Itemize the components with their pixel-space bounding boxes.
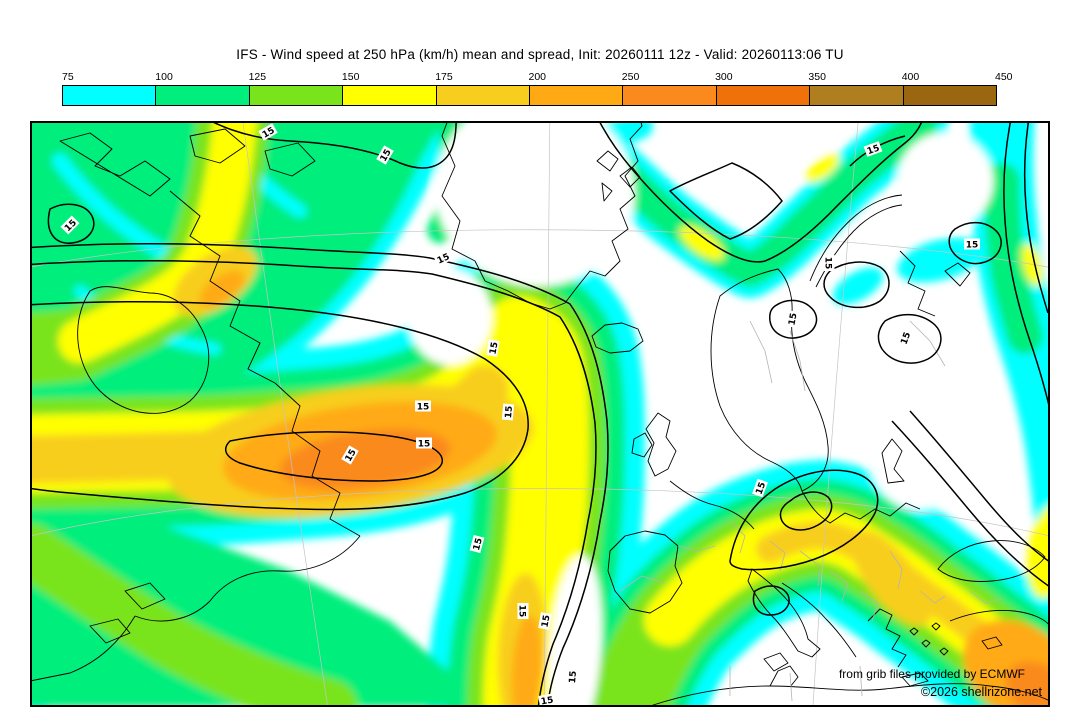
svg-text:15: 15 <box>504 405 515 418</box>
colorbar-tick-label: 150 <box>341 71 360 83</box>
spread-contour-label: 15 <box>785 310 799 328</box>
colorbar-tick-label: 175 <box>435 71 453 83</box>
spread-contours-layer <box>30 121 1050 707</box>
colorbar-scale <box>62 85 997 106</box>
weather-map: 15 15 15 15 15 15 15 15 15 15 15 15 15 15 15 15 15 15 15 15… <box>30 121 1050 707</box>
spread-contour-label: 15 <box>416 437 432 450</box>
colorbar: 75 100 125 150 175 200 250 300 350 400 450 <box>62 71 1013 106</box>
svg-text:15: 15 <box>472 537 485 552</box>
colorbar-segment <box>530 86 624 105</box>
colorbar-tick-label: 400 <box>901 71 920 83</box>
colorbar-segment <box>249 86 344 105</box>
colorbar-tick-label: 125 <box>248 71 267 83</box>
svg-text:15: 15 <box>517 605 527 618</box>
colorbar-segment <box>623 86 717 105</box>
colorbar-segment <box>156 86 250 105</box>
svg-text:15: 15 <box>417 403 430 413</box>
spread-contour-label: 15 <box>964 238 980 251</box>
spread-contour-label: 15 <box>823 255 835 271</box>
spread-contour-label: 15 <box>415 400 431 413</box>
spread-contour-label: 15 <box>538 612 552 630</box>
colorbar-segment <box>343 86 437 105</box>
colorbar-tick-label: 100 <box>155 71 173 83</box>
colorbar-tick-label: 200 <box>528 71 547 83</box>
spread-contour-label: 15 <box>486 339 500 357</box>
colorbar-segment <box>810 86 904 105</box>
svg-text:15: 15 <box>488 341 500 355</box>
svg-text:15: 15 <box>787 312 799 326</box>
colorbar-segment <box>63 86 157 105</box>
svg-text:15: 15 <box>540 695 554 707</box>
colorbar-segment <box>436 86 531 105</box>
page-title: IFS - Wind speed at 250 hPa (km/h) mean … <box>236 47 844 62</box>
svg-text:15: 15 <box>436 252 452 266</box>
graticule-layer <box>30 121 1050 707</box>
svg-text:15: 15 <box>540 614 552 628</box>
svg-text:15: 15 <box>823 257 833 270</box>
colorbar-segment <box>716 86 811 105</box>
colorbar-tick-label: 75 <box>62 71 74 83</box>
colorbar-tick-label: 450 <box>995 71 1013 83</box>
svg-text:15: 15 <box>900 331 914 346</box>
colorbar-tick-label: 300 <box>715 71 733 83</box>
colorbar-tick-label: 250 <box>621 71 640 83</box>
spread-contour-label: 15 <box>565 668 579 686</box>
map-border <box>30 121 1050 707</box>
colorbar-tick-labels: 75 100 125 150 175 200 250 300 350 400 450 <box>62 71 1013 84</box>
spread-contour-label: 15 <box>517 603 529 619</box>
country-borders-layer <box>619 320 1003 702</box>
attribution-source: from grib files provided by ECMWF <box>838 667 1025 681</box>
spread-contour-label: 15 <box>897 328 914 348</box>
spread-contour-label: 15 <box>501 403 515 421</box>
spread-contour-label: 15 <box>538 693 556 707</box>
attribution-copyright: ©2026 shellrizone.net <box>920 685 1042 699</box>
svg-text:15: 15 <box>866 144 881 158</box>
svg-text:15: 15 <box>966 241 979 251</box>
spread-contour-label: 15 <box>863 141 883 158</box>
svg-text:15: 15 <box>418 440 431 450</box>
spread-contour-label: 15 <box>752 478 769 498</box>
svg-text:15: 15 <box>568 670 579 683</box>
spread-contour-label: 15 <box>433 249 453 267</box>
colorbar-tick-label: 350 <box>808 71 826 83</box>
spread-contour-label: 15 <box>469 534 485 554</box>
svg-text:15: 15 <box>755 481 769 496</box>
colorbar-segment <box>903 86 997 105</box>
